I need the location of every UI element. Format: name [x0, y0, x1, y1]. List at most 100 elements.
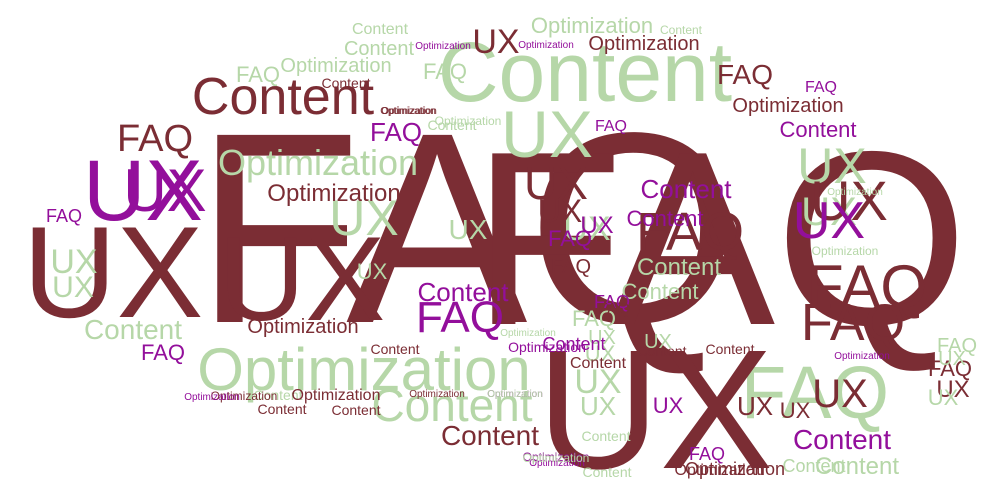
word-ux: UX [801, 190, 857, 234]
word-content: Content [569, 355, 627, 372]
word-ux: UX [797, 138, 867, 194]
word-content: Content [636, 254, 722, 281]
word-faq: FAQ [550, 256, 592, 278]
word-optimization: Optimization [827, 187, 883, 198]
word-content: Content [814, 453, 900, 480]
word-faq: FAQ [635, 202, 745, 262]
word-content: Content [792, 424, 892, 455]
word-optimization: Optimization [508, 339, 586, 355]
word-ux: UX [588, 327, 616, 349]
word-content: Content [427, 117, 477, 133]
word-ux: UX [644, 331, 672, 353]
word-faq: FAQ [800, 294, 906, 352]
word-content: Content [581, 428, 631, 444]
word-ux: UX [579, 391, 617, 421]
word-optimization: Optimization [267, 180, 401, 207]
word-content: Content [343, 38, 415, 60]
word-optimization: Optimization [487, 389, 543, 400]
word-optimization: Optimization [588, 33, 700, 55]
word-ux: UX [218, 212, 386, 346]
word-content: Content [83, 314, 183, 345]
word-ux: UX [563, 210, 611, 248]
word-content: Content [437, 25, 733, 119]
word-optimization: Optimization [834, 351, 890, 362]
word-faq: FAQ [593, 292, 631, 312]
word-ux: UX [536, 315, 774, 499]
word-faq: FAQ [716, 59, 774, 90]
word-faq: FAQ [415, 293, 505, 342]
word-faq: FAQ [571, 306, 617, 331]
word-faq: FAQ [235, 62, 281, 87]
word-content: Content [417, 277, 509, 307]
word-content: Content [253, 387, 303, 403]
word-faq: FAQ [471, 99, 969, 377]
word-content: Content [371, 379, 533, 431]
word-ux: UX [524, 157, 588, 209]
word-optimization: Optimization [184, 392, 240, 403]
word-faq: FAQ [740, 351, 890, 434]
word-ux: UX [938, 348, 966, 370]
word-faq: FAQ [194, 76, 740, 380]
word-faq: FAQ [597, 301, 631, 318]
word-optimization: Optimization [415, 41, 471, 52]
word-faq: FAQ [927, 356, 973, 381]
word-ux: UX [779, 398, 811, 423]
word-ux: UX [537, 193, 583, 229]
word-content: Content [621, 279, 699, 304]
word-optimization: Optimization [732, 95, 844, 117]
word-content: Content [440, 420, 540, 451]
word-content: Content [782, 456, 846, 476]
word-content: Content [542, 334, 606, 354]
word-faq: FAQ [804, 79, 838, 96]
word-optimization: Optimization [381, 106, 437, 117]
word-ux: UX [810, 169, 888, 232]
word-optimization: Optimization [291, 387, 381, 404]
word-optimization: Optimization [674, 462, 764, 479]
word-ux: UX [50, 243, 98, 281]
word-ux: UX [501, 97, 593, 171]
word-ux: UX [580, 212, 614, 239]
word-content: Content [626, 206, 704, 231]
word-optimization: Optimization [197, 336, 531, 403]
word-ux: UX [356, 259, 388, 284]
word-optimization: Optimization [518, 40, 574, 51]
word-ux: UX [574, 363, 622, 401]
word-optimization: Optimization [210, 389, 278, 403]
word-ux: UX [652, 393, 684, 418]
word-content: Content [779, 117, 857, 142]
word-content: Content [640, 174, 732, 204]
word-ux: UX [472, 23, 520, 61]
word-optimization: Optimization [500, 328, 556, 339]
word-ux: UX [52, 271, 94, 304]
word-optimization: Optimization [684, 459, 786, 479]
word-content: Content [659, 23, 703, 37]
word-ux: UX [812, 372, 868, 416]
word-optimization: Optimization [217, 142, 419, 183]
word-ux: UX [736, 391, 774, 421]
word-faq: FAQ [369, 117, 423, 147]
word-faq: FAQ [936, 335, 978, 357]
word-content: Content [370, 341, 420, 357]
word-optimization: Optimization [487, 389, 543, 400]
word-ux: UX [936, 376, 970, 403]
word-ux: UX [83, 143, 203, 239]
word-faq: FAQ [594, 118, 628, 135]
word-faq: FAQ [45, 206, 83, 226]
word-content: Content [321, 75, 371, 91]
word-ux: UX [123, 157, 207, 224]
word-optimization: Optimization [409, 389, 465, 400]
word-faq: FAQ [688, 444, 726, 464]
word-content: Content [191, 68, 375, 126]
word-faq: FAQ [547, 226, 593, 251]
word-ux: UX [329, 190, 399, 246]
word-optimization: Optimization [529, 458, 585, 469]
word-ux: UX [22, 199, 204, 345]
word-optimization: Optimization [247, 316, 359, 338]
word-optimization: Optimization [280, 55, 392, 77]
word-ux: UX [927, 385, 959, 410]
word-ux: UX [792, 192, 866, 250]
word-content: Content [637, 343, 687, 359]
word-content: Content [257, 401, 307, 417]
word-content: Content [351, 21, 409, 38]
